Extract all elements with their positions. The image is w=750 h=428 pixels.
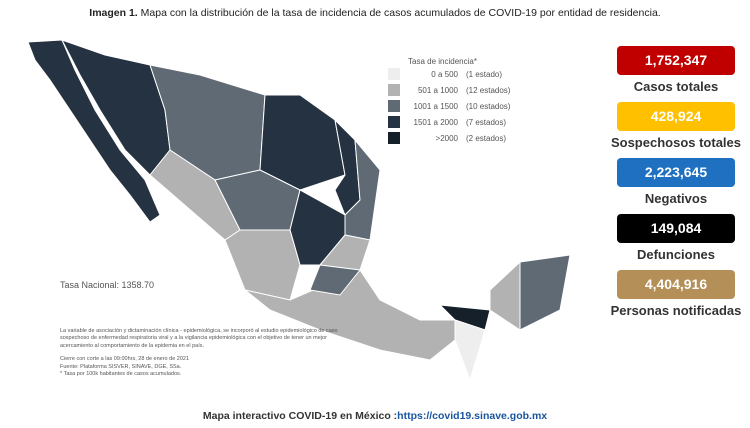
stat-value: 4,404,916 xyxy=(617,270,735,299)
legend-row: 501 a 1000 (12 estados) xyxy=(388,82,510,98)
legend-count: (2 estados) xyxy=(466,133,507,143)
legend-title: Tasa de incidencia* xyxy=(408,57,477,66)
state xyxy=(454,319,486,382)
footer: Mapa interactivo COVID-19 en México :htt… xyxy=(0,410,750,422)
state xyxy=(224,229,301,301)
note: Cierre con corte a las 09:00hrs, 28 de e… xyxy=(60,356,190,363)
stat-value: 149,084 xyxy=(617,214,735,243)
stat-value: 2,223,645 xyxy=(617,158,735,187)
legend-count: (12 estados) xyxy=(466,85,511,95)
legend-range: >2000 xyxy=(435,133,458,143)
legend-row: 0 a 500 (1 estado) xyxy=(388,66,510,82)
state xyxy=(27,39,161,223)
stat-label: Personas notificadas xyxy=(610,303,742,318)
state xyxy=(489,260,521,331)
legend-count: (10 estados) xyxy=(466,101,511,111)
legend-count: (7 estados) xyxy=(466,117,507,127)
title-bold: Imagen 1. xyxy=(89,7,138,19)
footer-text: Mapa interactivo COVID-19 en México : xyxy=(202,410,398,422)
title: Imagen 1. Mapa con la distribución de la… xyxy=(0,7,750,19)
stats: 1,752,347 Casos totales 428,924 Sospechosos… xyxy=(602,46,750,326)
stat-value: 428,924 xyxy=(617,102,735,131)
stat: 149,084 Defunciones xyxy=(602,214,750,262)
stat-label: Negativos xyxy=(644,191,708,206)
legend-range: 0 a 500 xyxy=(431,69,458,79)
legend-range: 501 a 1000 xyxy=(417,85,458,95)
stat: 1,752,347 Casos totales xyxy=(602,46,750,94)
notes: La variable de asociación y dictaminació… xyxy=(60,328,360,379)
legend: Tasa de incidencia* 0 a 500 (1 estado) 501… xyxy=(388,57,510,146)
stat: 4,404,916 Personas notificadas xyxy=(602,270,750,318)
stat-label: Sospechosos totales xyxy=(610,135,742,150)
footer-link[interactable]: https://covid19.sinave.gob.mx xyxy=(397,410,548,422)
legend-row: 1501 a 2000 (7 estados) xyxy=(388,114,510,130)
legend-row: >2000 (2 estados) xyxy=(388,130,510,146)
stat-label: Defunciones xyxy=(636,247,715,262)
national-rate: Tasa Nacional: 1358.70 xyxy=(60,280,155,290)
legend-range: 1501 a 2000 xyxy=(413,117,459,127)
stat-label: Casos totales xyxy=(633,79,719,94)
note: Fuente: Plataforma SISVER, SINAVE, DGE, … xyxy=(60,363,182,370)
legend-row: 1001 a 1500 (10 estados) xyxy=(388,98,510,114)
state xyxy=(259,94,346,191)
legend-swatch xyxy=(388,116,400,128)
map xyxy=(27,39,571,382)
stat: 2,223,645 Negativos xyxy=(602,158,750,206)
title-text: Mapa con la distribución de la tasa de i… xyxy=(140,7,661,19)
legend-swatch xyxy=(388,68,400,80)
note: * Tasa por 100k habitantes de casos acum… xyxy=(60,371,182,378)
legend-swatch xyxy=(388,84,400,96)
legend-swatch xyxy=(388,132,400,144)
stat: 428,924 Sospechosos totales xyxy=(602,102,750,150)
stat-value: 1,752,347 xyxy=(617,46,735,75)
legend-swatch xyxy=(388,100,400,112)
legend-range: 1001 a 1500 xyxy=(413,101,459,111)
legend-count: (1 estado) xyxy=(466,69,503,79)
note: La variable de asociación y dictaminació… xyxy=(60,328,338,349)
state xyxy=(309,264,361,296)
state xyxy=(519,254,571,331)
